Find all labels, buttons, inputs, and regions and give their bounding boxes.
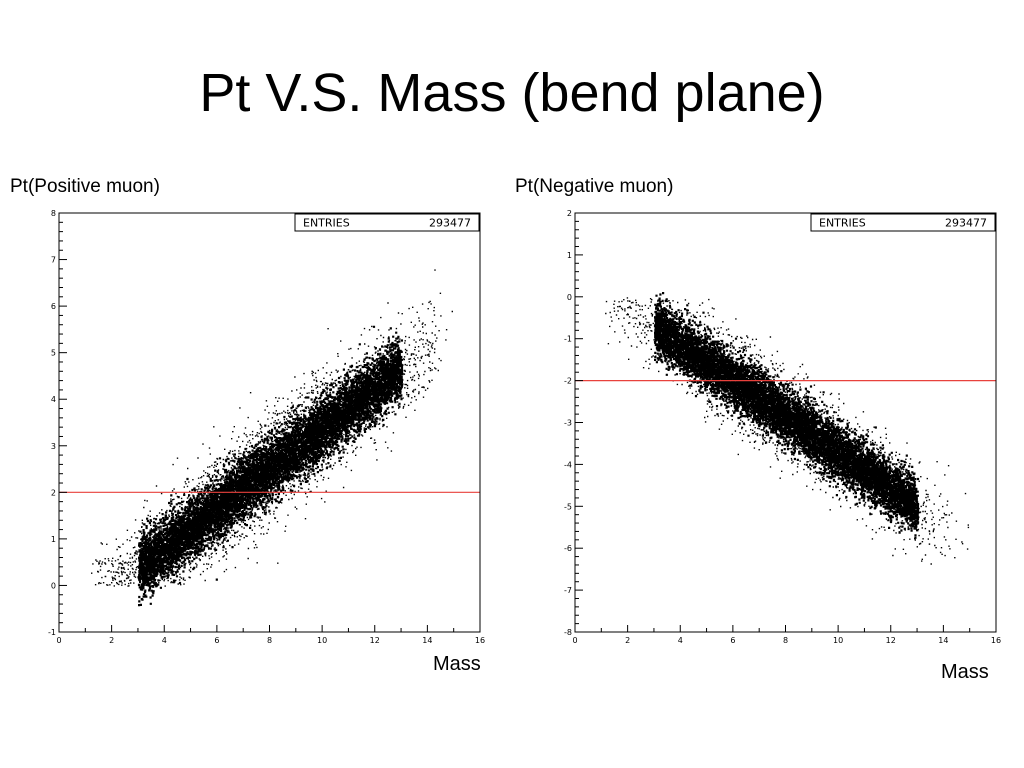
x-tick-label: 14 [938, 636, 948, 645]
y-tick-label: -6 [564, 544, 572, 553]
positive-mass-axis-label: Mass [433, 653, 481, 675]
x-tick-label: 0 [56, 636, 61, 645]
stats-box [294, 213, 480, 232]
y-tick-label: 0 [51, 581, 56, 590]
scatter-dots [605, 292, 970, 565]
x-tick-label: 8 [783, 636, 788, 645]
x-tick-label: 12 [886, 636, 896, 645]
y-tick-label: -1 [48, 628, 56, 637]
stats-entries-value: 293477 [945, 217, 987, 230]
x-tick-label: 6 [214, 636, 219, 645]
x-tick-label: 12 [370, 636, 380, 645]
x-tick-label: 2 [625, 636, 630, 645]
slide-title: Pt V.S. Mass (bend plane) [199, 63, 825, 123]
y-tick-label: -2 [564, 377, 572, 386]
y-tick-label: 1 [567, 251, 572, 260]
x-tick-label: 4 [162, 636, 167, 645]
stats-entries-label: ENTRIES [819, 217, 866, 230]
x-tick-label: 10 [317, 636, 327, 645]
x-tick-label: 4 [678, 636, 683, 645]
y-tick-label: 7 [51, 256, 56, 265]
y-tick-label: -5 [564, 502, 572, 511]
y-tick-label: -8 [564, 628, 572, 637]
x-tick-label: 16 [475, 636, 485, 645]
y-tick-label: 2 [51, 488, 56, 497]
y-tick-label: 8 [51, 209, 56, 218]
y-tick-label: -7 [564, 586, 572, 595]
y-tick-label: -4 [564, 460, 572, 469]
y-tick-label: 1 [51, 535, 56, 544]
scatter-points [605, 292, 970, 565]
y-tick-label: 5 [51, 349, 56, 358]
x-tick-label: 16 [991, 636, 1001, 645]
negative-muon-pt-label: Pt(Negative muon) [515, 176, 674, 197]
y-tick-label: 0 [567, 293, 572, 302]
x-tick-label: 8 [267, 636, 272, 645]
x-tick-label: 10 [833, 636, 843, 645]
scatter-points [91, 269, 453, 607]
negative-mass-axis-label: Mass [941, 661, 989, 683]
y-tick-label: -1 [564, 335, 572, 344]
y-tick-label: 2 [567, 209, 572, 218]
stats-entries-label: ENTRIES [303, 217, 350, 230]
y-tick-label: -3 [564, 419, 572, 428]
positive-muon-pt-label: Pt(Positive muon) [10, 176, 160, 197]
x-tick-label: 14 [422, 636, 432, 645]
x-tick-label: 2 [109, 636, 114, 645]
scatter-dots [91, 269, 453, 607]
stats-box [810, 213, 996, 232]
x-tick-label: 6 [730, 636, 735, 645]
y-tick-label: 3 [51, 442, 56, 451]
y-tick-label: 4 [51, 395, 56, 404]
y-tick-label: 6 [51, 302, 56, 311]
stats-entries-value: 293477 [429, 217, 471, 230]
x-tick-label: 0 [572, 636, 577, 645]
